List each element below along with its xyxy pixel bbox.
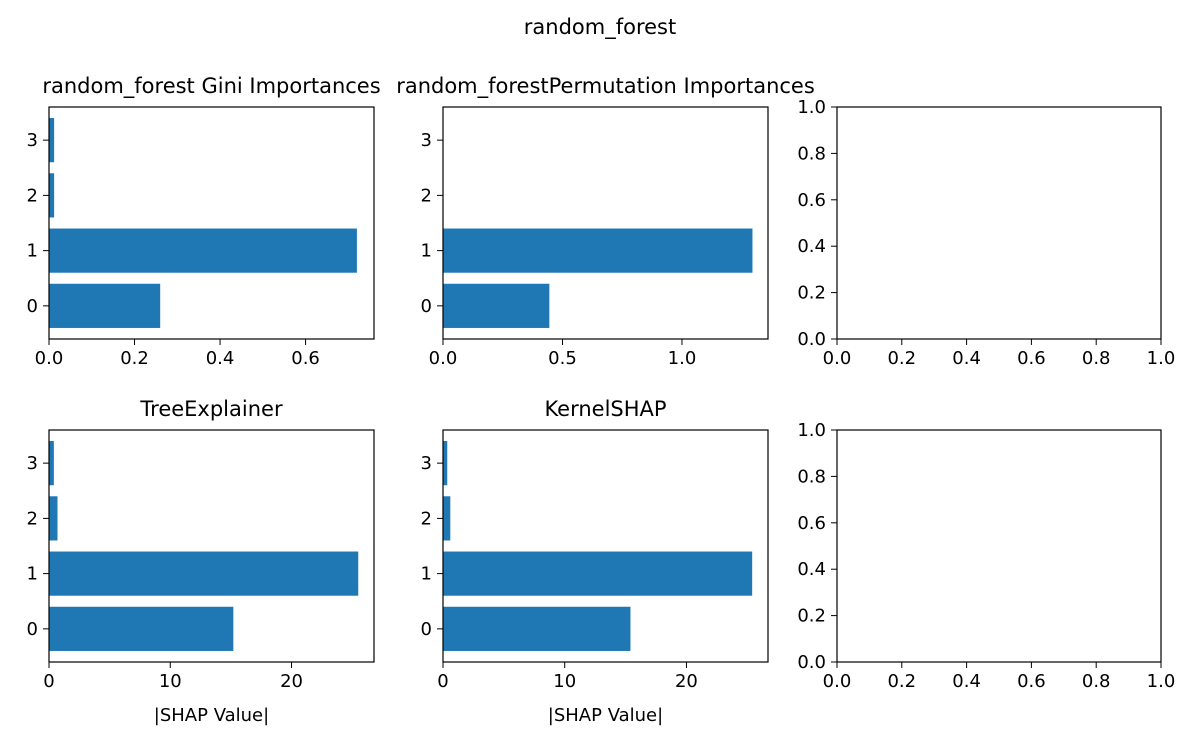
subplot-title: random_forest Gini Importances [42,74,380,99]
bar-1 [49,228,357,273]
y-tick-label: 1 [421,564,432,585]
x-axis-label: |SHAP Value| [548,705,663,726]
x-tick-label: 10 [553,671,576,692]
x-tick-label: 0.2 [120,348,149,369]
x-tick-label: 0.6 [1017,348,1046,369]
subplot-6: 0.0 0.2 0.4 0.6 0.8 1.0 0.0 0.2 0.4 0.6 0.8 1.0 [797,420,1175,692]
y-tick-label: 0.0 [797,329,826,350]
x-tick-label: 0.0 [35,348,64,369]
x-tick-label: 1.0 [668,348,697,369]
axes-frame [442,106,769,340]
x-tick-label: 0.5 [548,348,577,369]
axes-frame [48,106,375,340]
axes-frame [836,106,1162,340]
y-tick-label: 1.0 [797,420,826,441]
x-tick-label: 0.2 [887,348,916,369]
y-tick-label: 0 [421,296,432,317]
y-tick-label: 0.6 [797,190,826,211]
axes-frame [48,429,375,663]
axes-frame [442,429,769,663]
x-tick-label: 0.0 [429,348,458,369]
bar-3 [49,441,54,486]
x-tick-label: 0.4 [952,348,981,369]
subplot-2: random_forestPermutation Importances 0 1 2 3… [396,74,815,369]
y-tick-label: 0.8 [797,466,826,487]
bar-0 [49,283,161,328]
y-tick-label: 1 [27,241,38,262]
x-tick-label: 1.0 [1147,671,1176,692]
bar-3 [443,441,448,486]
y-tick-label: 0.0 [797,652,826,673]
subplot-4: TreeExplainer 0 1 2 3 0 10 20 |SHAP Value| [27,397,375,726]
y-tick-label: 0 [27,619,38,640]
bar-1 [443,228,753,273]
x-tick-label: 0 [43,671,54,692]
y-tick-label: 0.4 [797,559,826,580]
y-tick-label: 3 [421,130,432,151]
y-tick-label: 2 [421,185,432,206]
x-tick-label: 1.0 [1147,348,1176,369]
subplot-5: KernelSHAP 0 1 2 3 0 10 20 |SHAP Value| [421,397,769,726]
x-tick-label: 20 [280,671,303,692]
y-tick-label: 3 [421,453,432,474]
x-tick-label: 0.0 [823,671,852,692]
x-tick-label: 10 [159,671,182,692]
y-tick-label: 2 [421,508,432,529]
x-tick-label: 0.8 [1082,671,1111,692]
y-tick-label: 2 [27,185,38,206]
y-tick-label: 0 [27,296,38,317]
y-tick-label: 0.2 [797,283,826,304]
figure-suptitle: random_forest [524,15,676,40]
x-tick-label: 0.4 [952,671,981,692]
bar-0 [443,606,631,651]
x-tick-label: 0.0 [823,348,852,369]
subplot-title: TreeExplainer [139,397,283,421]
x-axis-label: |SHAP Value| [154,705,269,726]
bar-2 [49,173,55,218]
bar-2 [49,496,58,541]
bar-3 [49,118,55,163]
y-tick-label: 2 [27,508,38,529]
bar-0 [49,606,234,651]
y-tick-label: 0.4 [797,236,826,257]
bar-2 [443,496,451,541]
subplot-title: KernelSHAP [544,397,666,421]
x-tick-label: 0.8 [1082,348,1111,369]
bar-1 [49,551,359,596]
bar-1 [443,551,753,596]
y-tick-label: 0.6 [797,513,826,534]
x-tick-label: 0.2 [887,671,916,692]
x-tick-label: 20 [675,671,698,692]
y-tick-label: 1 [27,564,38,585]
x-tick-label: 0.6 [291,348,320,369]
y-tick-label: 1.0 [797,97,826,118]
axes-frame [836,429,1162,663]
x-tick-label: 0.6 [1017,671,1046,692]
y-tick-label: 0.8 [797,143,826,164]
y-tick-label: 0 [421,619,432,640]
subplot-title: random_forestPermutation Importances [396,74,815,99]
x-tick-label: 0.4 [206,348,235,369]
y-tick-label: 3 [27,453,38,474]
subplot-1: random_forest Gini Importances 0 1 2 3 0.0 0.2… [27,74,381,369]
x-tick-label: 0 [437,671,448,692]
y-tick-label: 0.2 [797,606,826,627]
y-tick-label: 1 [421,241,432,262]
y-tick-label: 3 [27,130,38,151]
subplot-3: 0.0 0.2 0.4 0.6 0.8 1.0 0.0 0.2 0.4 0.6 0.8 1.0 [797,97,1175,369]
bar-0 [443,283,550,328]
